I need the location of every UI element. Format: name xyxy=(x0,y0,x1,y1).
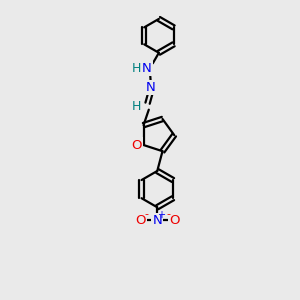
Text: -: - xyxy=(167,209,171,220)
Text: +: + xyxy=(157,210,165,220)
Text: N: N xyxy=(146,81,156,94)
Text: -: - xyxy=(144,209,148,220)
Text: O: O xyxy=(135,214,146,227)
Text: H: H xyxy=(132,100,141,113)
Text: O: O xyxy=(131,139,142,152)
Text: N: N xyxy=(142,61,152,75)
Text: N: N xyxy=(152,214,162,227)
Text: H: H xyxy=(132,61,141,75)
Text: O: O xyxy=(169,214,179,227)
